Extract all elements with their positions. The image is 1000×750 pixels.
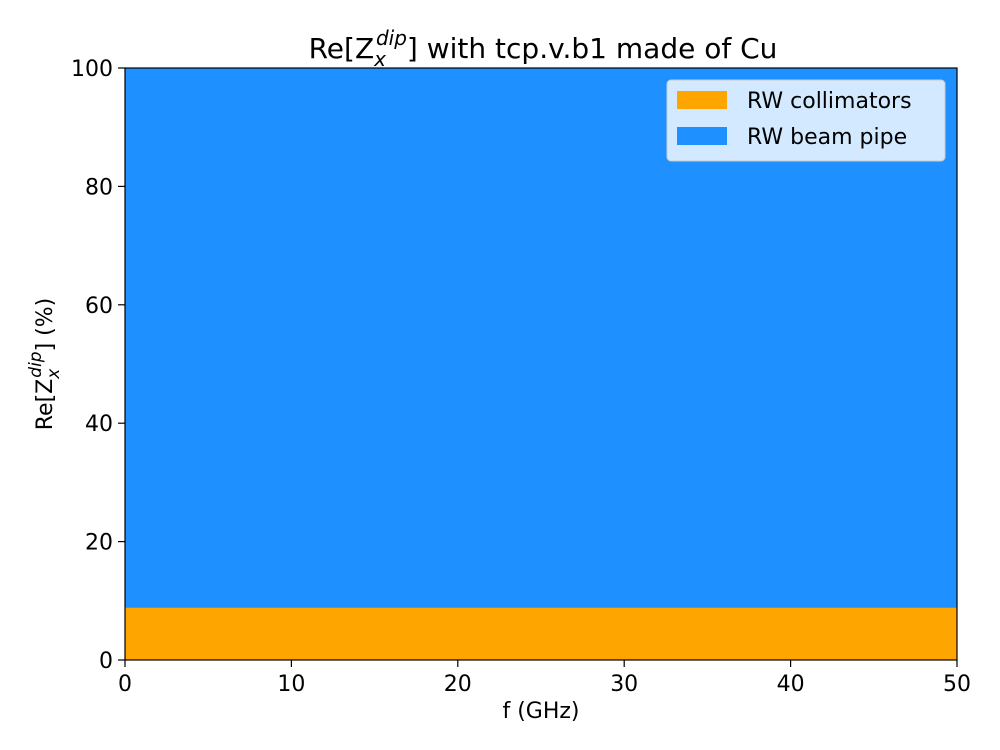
x-tick-label: 20	[444, 672, 472, 697]
x-tick-label: 10	[277, 672, 305, 697]
legend-label-rw-collimators: RW collimators	[747, 89, 912, 114]
legend-box	[666, 79, 946, 162]
x-tick-label: 40	[777, 672, 805, 697]
y-tick-label: 80	[85, 175, 113, 200]
y-tick-label: 0	[99, 649, 113, 674]
legend: RW collimators RW beam pipe	[666, 79, 946, 162]
y-tick-label: 100	[71, 57, 113, 82]
legend-swatch-rw-collimators	[677, 91, 727, 109]
y-tick-label: 40	[85, 412, 113, 437]
plot-frame	[124, 67, 958, 661]
y-tick-label: 60	[85, 294, 113, 319]
x-tick-label: 0	[118, 672, 132, 697]
legend-label-rw-beam-pipe: RW beam pipe	[747, 125, 907, 150]
y-tick-label: 20	[85, 531, 113, 556]
y-axis-label: Re[Zxdip] (%)	[26, 298, 64, 431]
area-layer	[125, 68, 957, 660]
x-tick-label: 50	[943, 672, 971, 697]
area-rw-collimators	[125, 607, 957, 660]
y-axis: 0 20 40 60 80 100	[71, 57, 125, 674]
legend-swatch-rw-beam-pipe	[677, 127, 727, 145]
x-tick-label: 30	[610, 672, 638, 697]
x-axis: 0 10 20 30 40 50	[118, 660, 971, 697]
area-rw-beam-pipe	[125, 68, 957, 608]
chart-title: Re[Zxdip] with tcp.v.b1 made of Cu	[309, 26, 778, 71]
x-axis-label: f (GHz)	[502, 699, 579, 724]
